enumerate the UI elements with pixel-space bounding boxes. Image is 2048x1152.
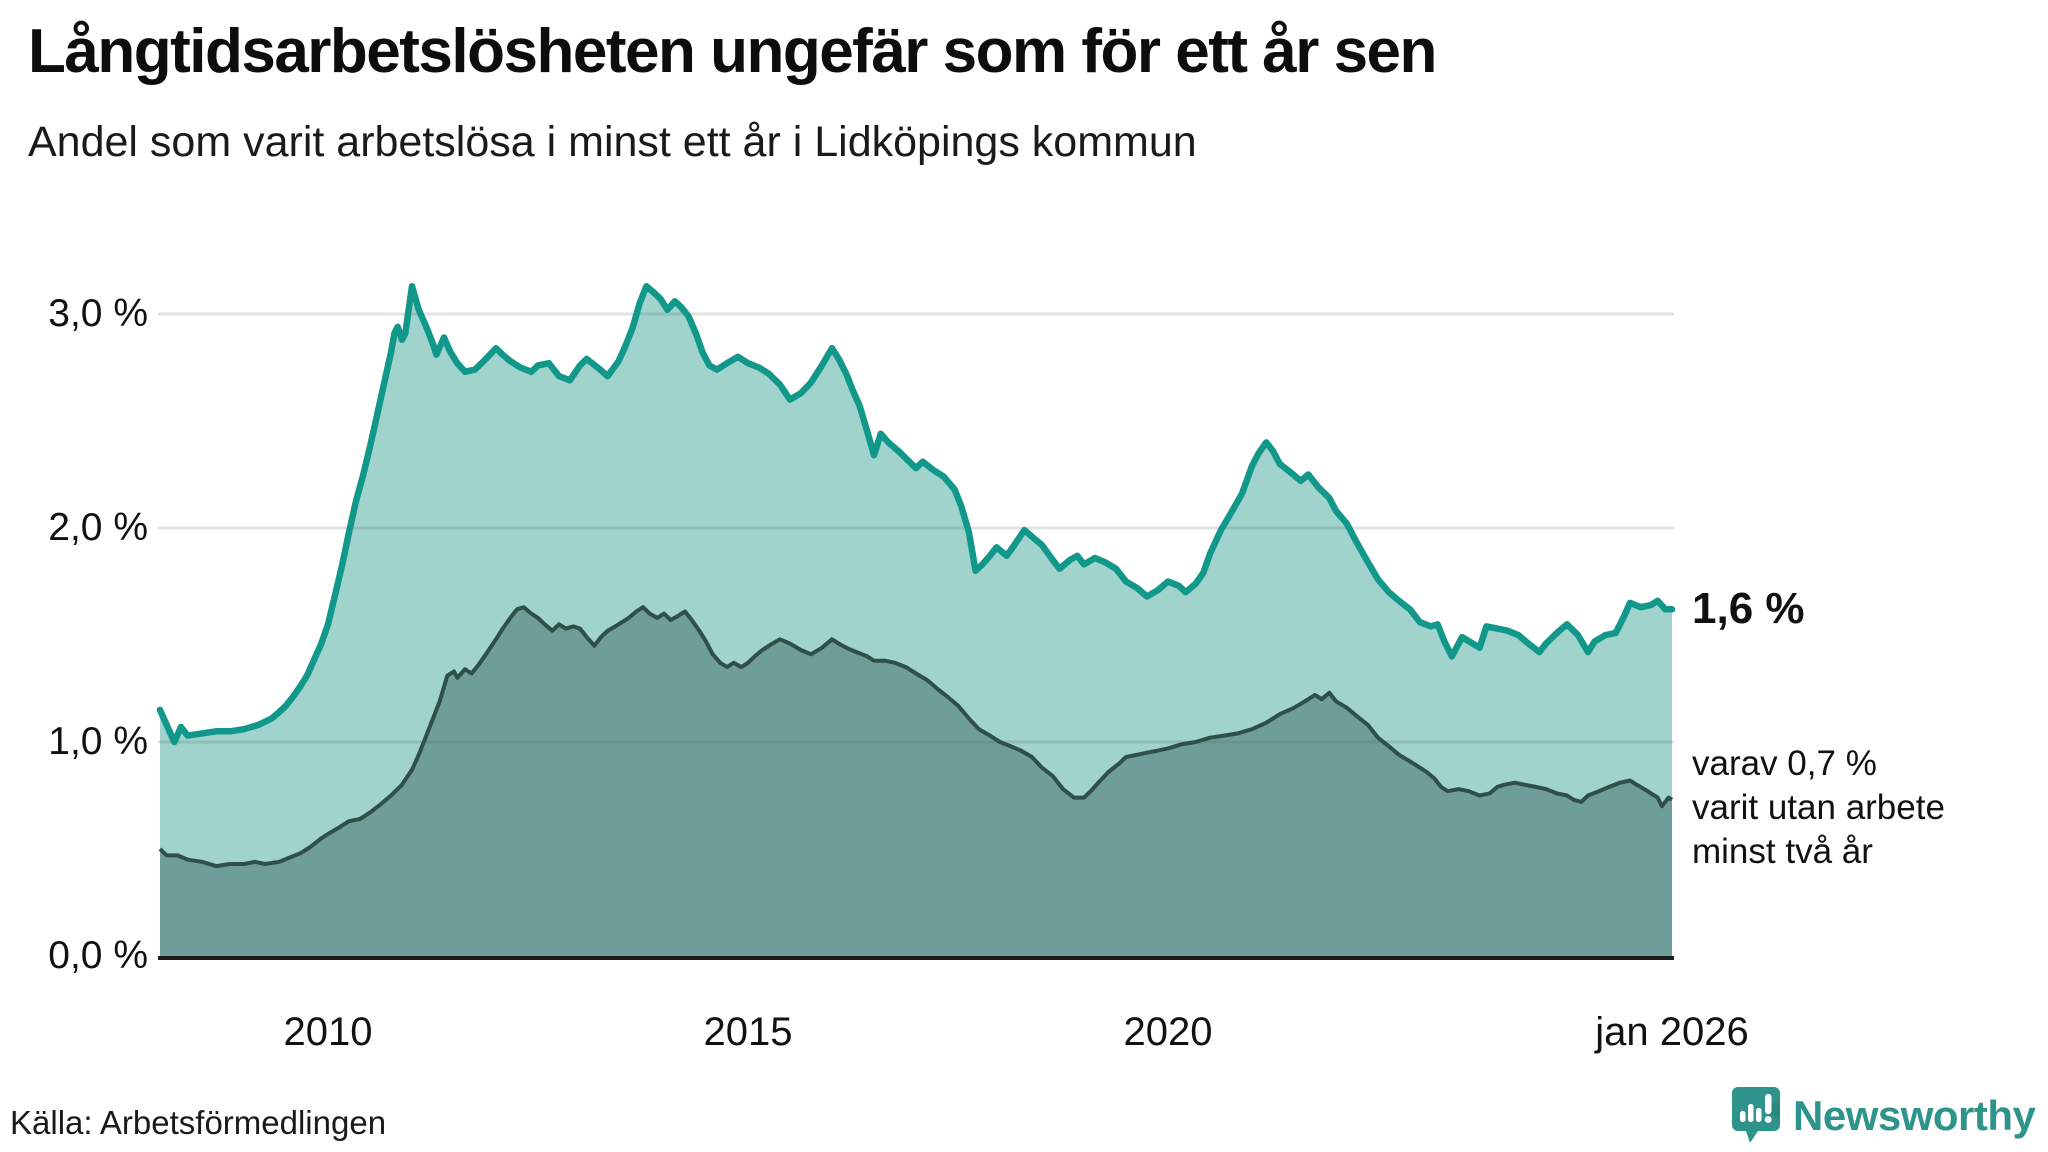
x-axis-label: 2015 bbox=[703, 1010, 793, 1054]
y-axis-label: 2,0 % bbox=[48, 506, 148, 549]
newsworthy-wordmark: Newsworthy bbox=[1793, 1092, 2036, 1139]
page-title: Långtidsarbetslösheten ungefär som för e… bbox=[28, 17, 1437, 86]
latest-value-label: 1,6 % bbox=[1692, 584, 1805, 633]
line-1yr bbox=[156, 282, 1676, 746]
area-2yr bbox=[160, 607, 1672, 956]
secondary-series-annotation: varav 0,7 % varit utan arbete minst två … bbox=[1692, 742, 1945, 874]
y-axis-label: 3,0 % bbox=[48, 292, 148, 335]
y-axis-label: 0,0 % bbox=[48, 934, 148, 977]
source-caption: Källa: Arbetsförmedlingen bbox=[10, 1104, 387, 1141]
secondary-annotation-line: varit utan arbete bbox=[1692, 788, 1945, 827]
y-axis-label: 1,0 % bbox=[48, 720, 148, 763]
x-axis-label: 2020 bbox=[1123, 1010, 1213, 1054]
line-2yr bbox=[158, 605, 1674, 869]
page-subtitle: Andel som varit arbetslösa i minst ett å… bbox=[28, 118, 1197, 166]
x-axis-label: 2010 bbox=[283, 1010, 373, 1054]
x-axis-label: jan 2026 bbox=[1595, 1010, 1749, 1054]
newsworthy-logo-icon bbox=[1732, 1087, 1780, 1145]
secondary-annotation-line: varav 0,7 % bbox=[1692, 744, 1877, 783]
newsworthy-logo[interactable]: Newsworthy bbox=[1732, 1086, 2036, 1146]
secondary-annotation-line: minst två år bbox=[1692, 832, 1873, 871]
